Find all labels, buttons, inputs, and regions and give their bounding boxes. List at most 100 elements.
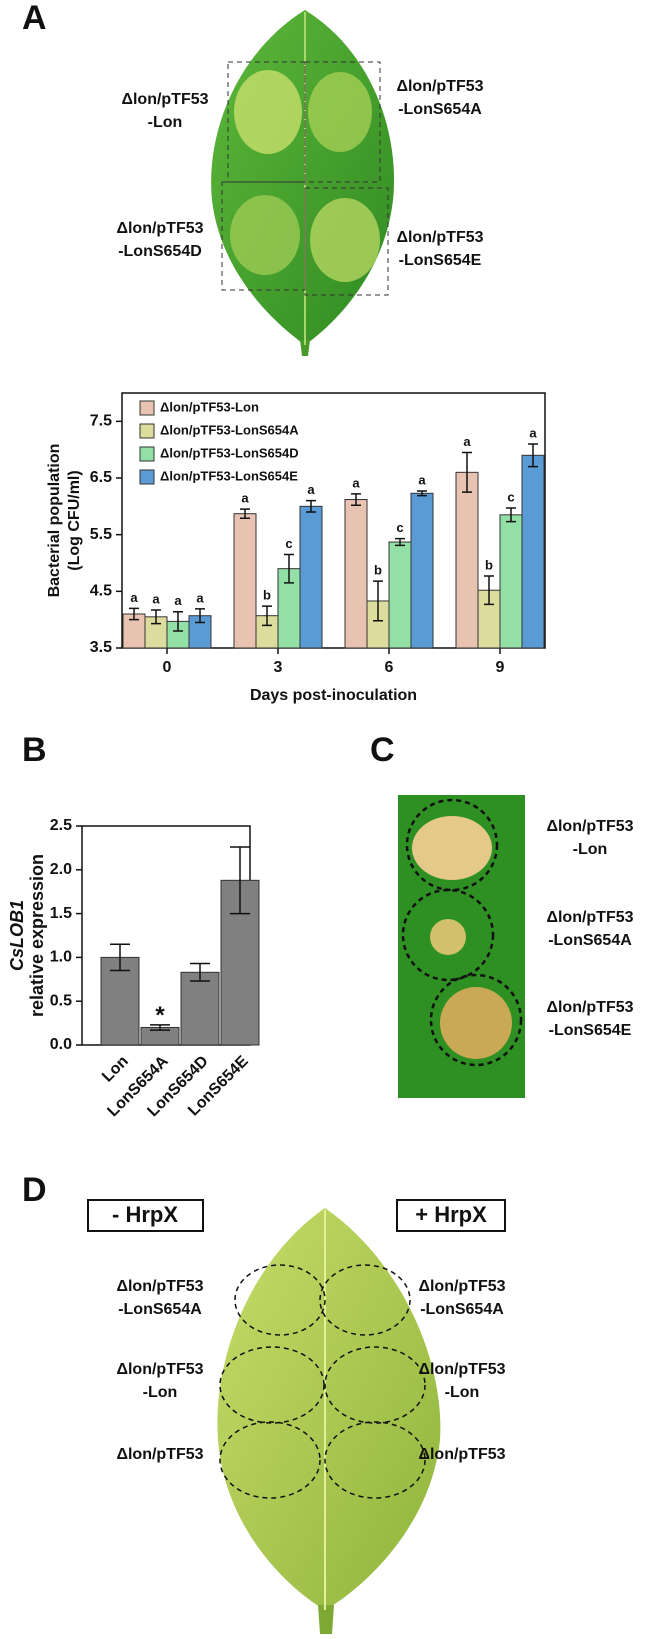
legend-label: Δlon/pTF53-LonS654D <box>160 445 299 460</box>
error-bar <box>195 608 205 624</box>
significance-label: a <box>241 491 249 506</box>
bar <box>521 454 545 649</box>
strain-label: -LonS654A <box>548 932 632 949</box>
error-bar <box>395 537 405 547</box>
significance-label: a <box>418 472 426 487</box>
panel-letter: A <box>22 0 47 37</box>
legend-swatch <box>139 446 155 462</box>
significance-label: a <box>174 593 182 608</box>
significance-label: a <box>307 482 315 497</box>
significance-label: a <box>152 591 160 606</box>
y-axis-label: (Log CFU/ml) <box>66 470 83 570</box>
significance-label: * <box>155 1002 165 1029</box>
y-tick-label: 1.5 <box>50 905 72 922</box>
x-tick-label: 6 <box>385 659 394 676</box>
error-bar <box>506 507 516 523</box>
x-tick-label: Lon <box>99 1053 132 1086</box>
x-tick-label: 3 <box>274 659 283 676</box>
x-tick-label: 0 <box>163 659 172 676</box>
significance-label: b <box>263 588 271 603</box>
x-tick-label: 9 <box>496 659 505 676</box>
x-axis-label: Days post-inoculation <box>250 687 417 704</box>
legend-swatch <box>139 423 155 439</box>
error-bar <box>151 609 161 625</box>
error-bar <box>484 575 494 606</box>
strain-label: -LonS654A <box>398 101 482 118</box>
panel-letter: D <box>22 1171 47 1209</box>
legend-label: Δlon/pTF53-Lon <box>160 399 259 414</box>
legend-swatch <box>139 469 155 485</box>
y-tick-label: 4.5 <box>90 583 112 600</box>
bar <box>410 492 434 649</box>
legend-label: Δlon/pTF53-LonS654A <box>160 422 299 437</box>
y-tick-label: 2.5 <box>50 817 72 834</box>
strain-label: -Lon <box>445 1384 480 1401</box>
strain-label: Δlon/pTF53 <box>116 1361 203 1378</box>
strain-label: -LonS654E <box>399 252 482 269</box>
y-tick-label: 5.5 <box>90 526 112 543</box>
error-bar <box>462 451 472 493</box>
y-tick-label: 3.5 <box>90 639 112 656</box>
significance-label: a <box>130 590 138 605</box>
error-bar <box>129 607 139 621</box>
strain-label: -LonS654D <box>118 243 202 260</box>
bar <box>499 514 523 649</box>
strain-label: -LonS654A <box>420 1301 504 1318</box>
significance-label: b <box>485 557 493 572</box>
y-axis-label: Bacterial population <box>46 444 63 598</box>
strain-label: Δlon/pTF53 <box>546 909 633 926</box>
strain-label: Δlon/pTF53 <box>396 229 483 246</box>
strain-label: Δlon/pTF53 <box>418 1278 505 1295</box>
y-axis-label: relative expression <box>27 854 47 1017</box>
y-tick-label: 7.5 <box>90 413 112 430</box>
significance-label: b <box>374 563 382 578</box>
error-bar <box>262 605 272 627</box>
bar <box>299 505 323 649</box>
panel-letter: C <box>370 731 395 769</box>
y-tick-label: 2.0 <box>50 861 72 878</box>
error-bar <box>173 610 183 632</box>
strain-label: Δlon/pTF53 <box>546 999 633 1016</box>
strain-label: Δlon/pTF53 <box>418 1361 505 1378</box>
significance-label: a <box>463 434 471 449</box>
strain-label: Δlon/pTF53 <box>396 78 483 95</box>
y-tick-label: 0.5 <box>50 992 72 1009</box>
hrpx-header: + HrpX <box>415 1202 487 1227</box>
strain-label: Δlon/pTF53 <box>116 1446 203 1463</box>
error-bar <box>190 962 210 982</box>
strain-label: Δlon/pTF53 <box>116 220 203 237</box>
plot-frame <box>121 392 546 649</box>
strain-label: Δlon/pTF53 <box>546 818 633 835</box>
error-bar <box>230 846 250 915</box>
error-bar <box>528 443 538 468</box>
error-bar <box>240 508 250 519</box>
significance-label: a <box>352 475 360 490</box>
strain-label: -Lon <box>143 1384 178 1401</box>
bar <box>180 971 220 1046</box>
strain-label: Δlon/pTF53 <box>116 1278 203 1295</box>
bar <box>388 541 412 649</box>
strain-label: Δlon/pTF53 <box>418 1446 505 1463</box>
error-bar <box>306 499 316 513</box>
error-bar <box>373 580 383 622</box>
error-bar <box>284 553 294 584</box>
legend-label: Δlon/pTF53-LonS654E <box>160 468 298 483</box>
strain-label: -LonS654E <box>549 1022 632 1039</box>
strain-label: -Lon <box>573 841 608 858</box>
bar <box>100 956 140 1046</box>
y-axis-label: CsLOB1 <box>7 900 27 971</box>
significance-label: c <box>285 536 292 551</box>
y-tick-label: 1.0 <box>50 949 72 966</box>
significance-label: a <box>196 590 204 605</box>
y-tick-label: 6.5 <box>90 469 112 486</box>
significance-label: c <box>507 489 514 504</box>
error-bar <box>150 1024 170 1031</box>
y-tick-label: 0.0 <box>50 1036 72 1053</box>
hrpx-header: - HrpX <box>112 1202 178 1227</box>
error-bar <box>351 493 361 506</box>
leaf-d <box>87 1199 506 1634</box>
significance-label: a <box>529 425 537 440</box>
bar <box>344 499 368 649</box>
bar <box>455 471 479 649</box>
